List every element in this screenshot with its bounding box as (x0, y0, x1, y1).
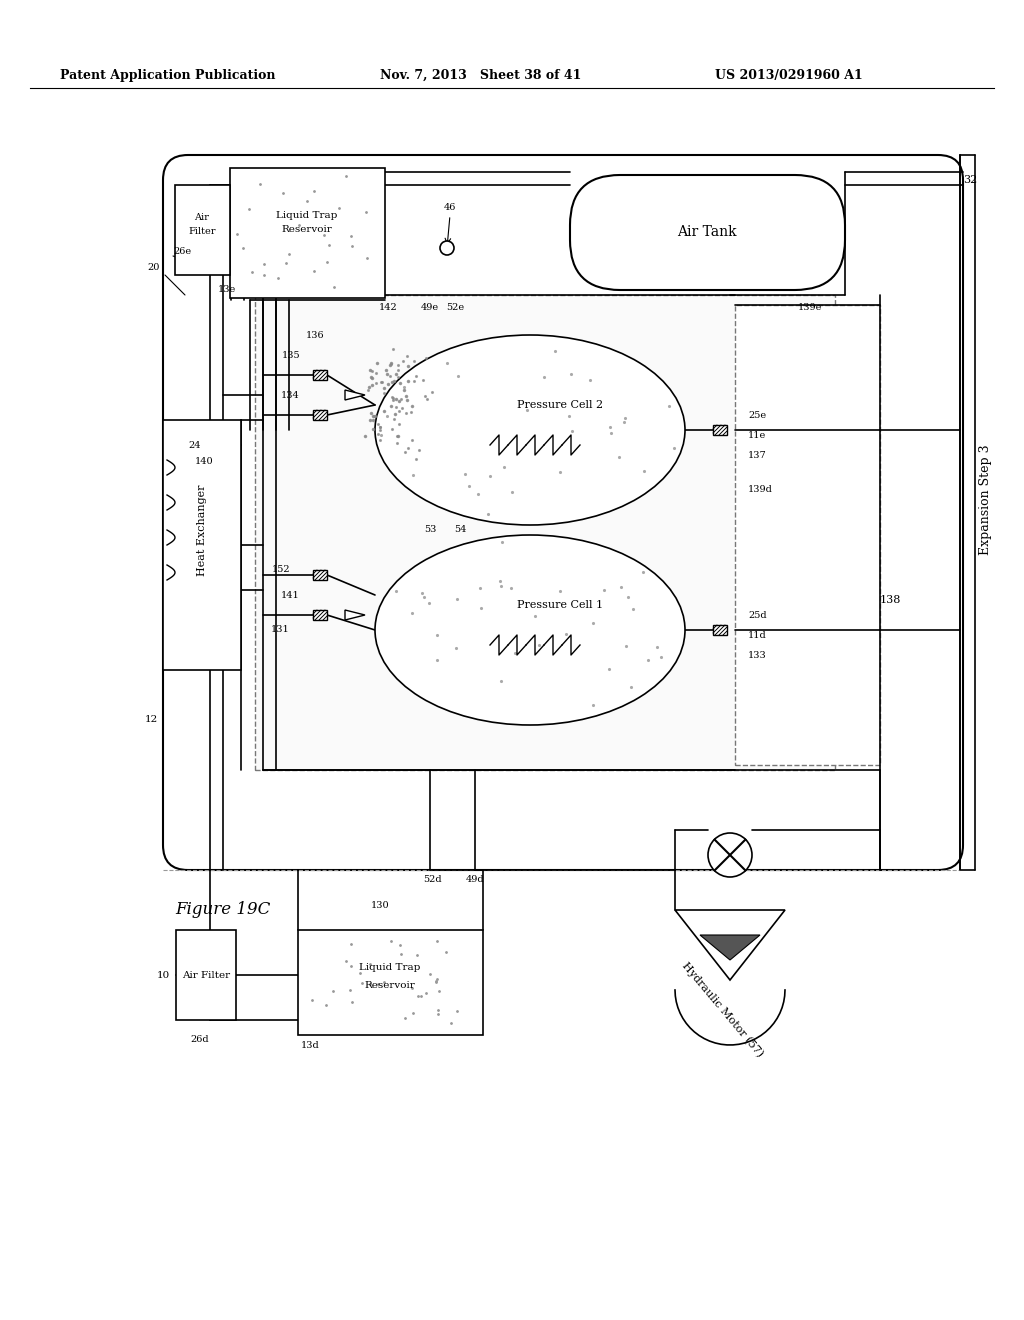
Bar (735, 305, 880, 766)
Polygon shape (700, 935, 760, 960)
Text: Patent Application Publication: Patent Application Publication (60, 69, 275, 82)
Text: 134: 134 (282, 391, 300, 400)
Text: Nov. 7, 2013   Sheet 38 of 41: Nov. 7, 2013 Sheet 38 of 41 (380, 69, 582, 82)
Text: 152: 152 (271, 565, 290, 574)
Text: Pressure Cell 1: Pressure Cell 1 (517, 601, 603, 610)
Bar (230, 168, 385, 298)
Bar (713, 624, 727, 635)
Ellipse shape (375, 335, 685, 525)
FancyBboxPatch shape (570, 176, 845, 290)
Polygon shape (345, 389, 365, 400)
Bar (175, 185, 230, 275)
Text: Expansion Step 3: Expansion Step 3 (979, 445, 991, 556)
Bar (313, 411, 327, 420)
Text: 10: 10 (157, 970, 170, 979)
Polygon shape (675, 909, 785, 979)
Text: 11d: 11d (748, 631, 767, 639)
Bar (313, 610, 327, 620)
FancyBboxPatch shape (163, 154, 963, 870)
Circle shape (440, 242, 454, 255)
Text: Liquid Trap: Liquid Trap (276, 210, 338, 219)
Bar (176, 931, 236, 1020)
Bar (298, 931, 483, 1035)
Text: 137: 137 (748, 450, 767, 459)
Text: 139e: 139e (798, 302, 822, 312)
Text: 131: 131 (271, 626, 290, 635)
Text: 139d: 139d (748, 486, 773, 495)
Text: 25d: 25d (748, 610, 767, 619)
Text: 32: 32 (963, 176, 977, 185)
Text: 12: 12 (144, 715, 158, 725)
Bar (163, 420, 241, 671)
Text: 20: 20 (147, 264, 160, 272)
Text: 52d: 52d (423, 875, 441, 884)
Bar (713, 425, 727, 436)
Text: Filter: Filter (188, 227, 216, 236)
Text: Reservoir: Reservoir (365, 981, 416, 990)
Text: 25e: 25e (748, 411, 766, 420)
Text: 46: 46 (443, 202, 456, 211)
Text: 26e: 26e (173, 248, 191, 256)
Polygon shape (345, 610, 365, 620)
Text: 54: 54 (454, 525, 466, 535)
Text: Pressure Cell 2: Pressure Cell 2 (517, 400, 603, 411)
Text: 52e: 52e (445, 302, 464, 312)
Text: Heat Exchanger: Heat Exchanger (197, 484, 207, 576)
Text: 141: 141 (282, 590, 300, 599)
Text: Air Tank: Air Tank (677, 224, 737, 239)
Text: 133: 133 (748, 651, 767, 660)
Text: 140: 140 (195, 458, 214, 466)
Text: 26d: 26d (190, 1035, 209, 1044)
Text: 142: 142 (379, 302, 397, 312)
Text: Hydraulic Motor (57): Hydraulic Motor (57) (680, 961, 765, 1060)
Text: Air: Air (195, 214, 210, 223)
Text: 138: 138 (880, 595, 901, 605)
Text: 11e: 11e (748, 430, 766, 440)
Bar (313, 570, 327, 579)
Circle shape (708, 833, 752, 876)
Text: 24: 24 (188, 441, 201, 450)
Text: 49e: 49e (421, 302, 439, 312)
Text: 130: 130 (371, 900, 389, 909)
Bar (313, 370, 327, 380)
Text: Liquid Trap: Liquid Trap (359, 962, 421, 972)
Text: 136: 136 (306, 330, 325, 339)
Ellipse shape (375, 535, 685, 725)
Text: 13d: 13d (301, 1040, 319, 1049)
Text: US 2013/0291960 A1: US 2013/0291960 A1 (715, 69, 863, 82)
Text: 53: 53 (424, 525, 436, 535)
Bar (255, 294, 835, 770)
Text: Figure 19C: Figure 19C (175, 902, 270, 919)
Text: Reservoir: Reservoir (282, 226, 333, 235)
Text: 135: 135 (282, 351, 300, 359)
Text: Air Filter: Air Filter (182, 970, 230, 979)
Text: 49d: 49d (466, 875, 484, 884)
Text: 13e: 13e (218, 285, 237, 294)
